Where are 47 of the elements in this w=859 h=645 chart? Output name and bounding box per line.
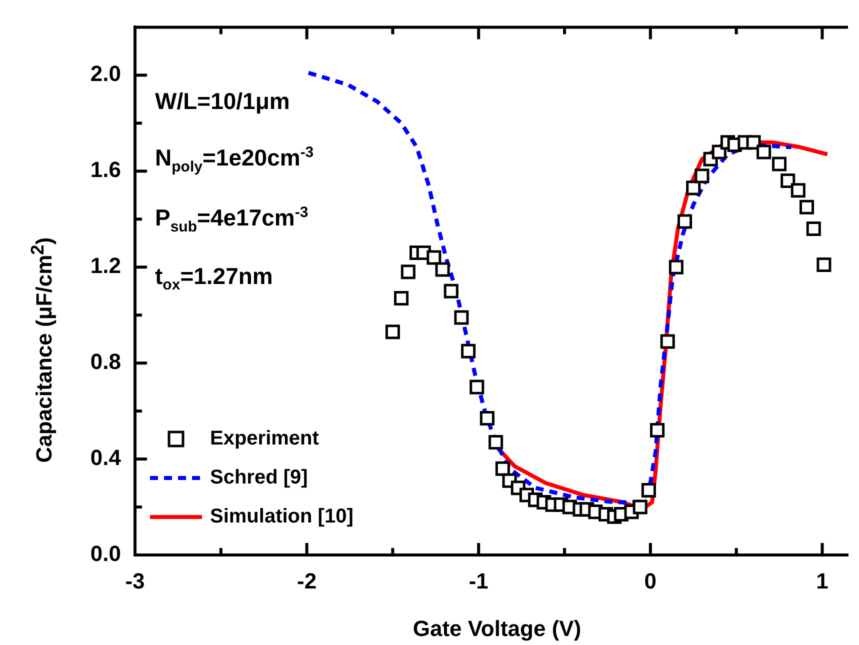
point [816, 257, 832, 272]
point [790, 183, 806, 198]
point [668, 260, 684, 274]
y-tick-label: 2.0 [90, 61, 121, 86]
point [780, 173, 796, 188]
x-tick-label: 1 [816, 568, 828, 594]
y-tick-label: 0.0 [90, 541, 121, 566]
legend-label: Simulation [10] [210, 506, 354, 528]
point [632, 500, 648, 514]
annotation: N$_{poly}$=1e20cm$^{-3}$ [155, 144, 314, 176]
point [660, 334, 675, 349]
point [650, 422, 665, 438]
point [444, 284, 458, 298]
point [461, 344, 476, 358]
point [641, 482, 656, 498]
point [800, 200, 814, 214]
legend-label: Experiment [210, 428, 320, 450]
point [756, 144, 772, 160]
point [694, 168, 710, 184]
y-tick-label: 0.8 [90, 349, 121, 374]
point [746, 135, 761, 150]
x-tick-label: 0 [644, 568, 657, 594]
y-tick-label: 1.2 [90, 253, 121, 278]
point [400, 264, 416, 280]
point [385, 324, 400, 340]
point [488, 434, 504, 450]
point [454, 310, 469, 325]
point [470, 380, 484, 394]
point [495, 461, 510, 476]
point [480, 410, 494, 426]
x-axis-title: Gate Voltage (V) [412, 616, 582, 642]
annotation: P$_{sub}$=4e17cm$^{-3}$ [155, 204, 308, 236]
point [772, 156, 787, 172]
point [686, 180, 701, 196]
annotation: W/L=10/1μm [155, 88, 290, 114]
point [394, 291, 409, 306]
legend-label: Schred [9] [210, 466, 308, 489]
point [426, 250, 442, 265]
point [435, 262, 450, 277]
x-tick-label: -3 [125, 568, 145, 594]
x-tick-label: -2 [297, 568, 317, 594]
y-tick-label: 1.6 [90, 157, 121, 182]
point [678, 214, 692, 229]
x-tick-label: -1 [468, 568, 488, 594]
point [806, 221, 821, 236]
annotation: t$_{ox}$=1.27nm [155, 263, 273, 294]
y-tick-label: 0.4 [90, 445, 122, 470]
